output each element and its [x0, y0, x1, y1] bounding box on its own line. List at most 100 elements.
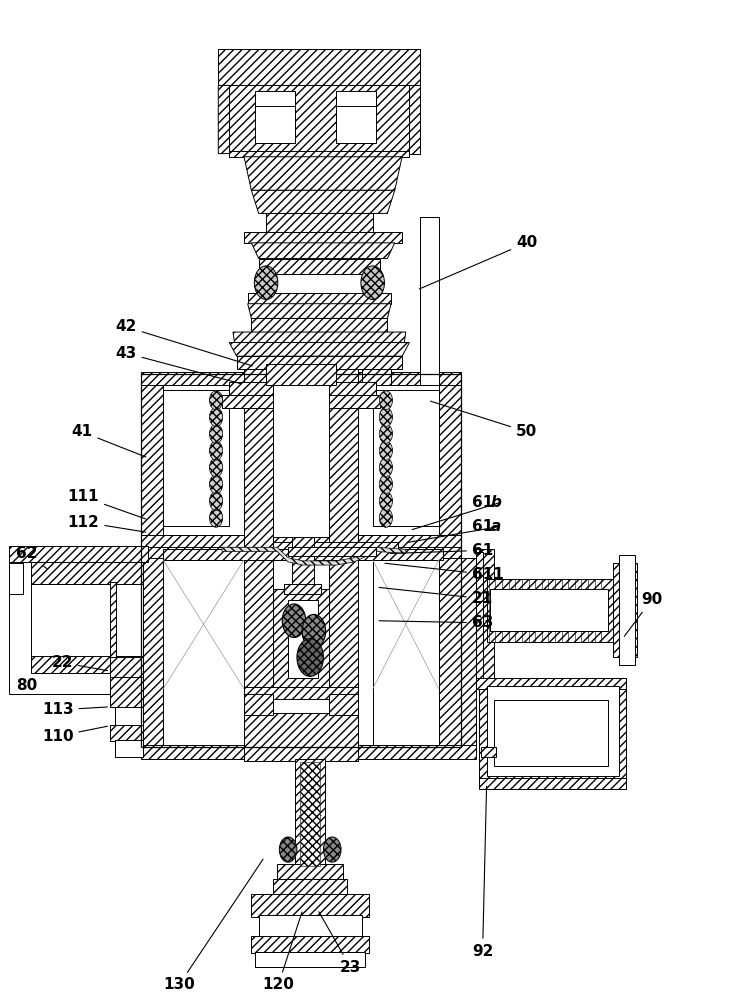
Circle shape — [210, 458, 223, 477]
Polygon shape — [163, 549, 443, 560]
Text: 50: 50 — [430, 401, 537, 439]
Bar — [490, 589, 608, 631]
Text: 90: 90 — [624, 592, 662, 636]
Polygon shape — [402, 85, 421, 154]
Text: 61: 61 — [472, 519, 493, 534]
Circle shape — [210, 492, 223, 510]
Bar — [141, 745, 475, 759]
Polygon shape — [252, 190, 395, 213]
Text: 22: 22 — [52, 655, 108, 671]
Circle shape — [361, 266, 384, 300]
Text: b: b — [490, 495, 501, 510]
Bar — [479, 678, 627, 783]
Text: 113: 113 — [42, 702, 108, 717]
Bar — [110, 677, 143, 707]
Polygon shape — [222, 547, 406, 565]
Circle shape — [255, 266, 277, 300]
Bar — [475, 552, 483, 678]
Polygon shape — [230, 343, 410, 356]
Bar — [266, 364, 336, 385]
Circle shape — [379, 475, 393, 494]
Text: 63: 63 — [379, 615, 493, 630]
Text: 21: 21 — [379, 587, 493, 606]
Bar — [439, 558, 475, 747]
Text: 40: 40 — [419, 235, 537, 289]
Text: 43: 43 — [115, 346, 241, 384]
Circle shape — [379, 492, 393, 510]
Bar — [252, 894, 369, 917]
Bar — [237, 356, 402, 369]
Bar — [373, 390, 439, 526]
Circle shape — [379, 391, 393, 410]
Bar — [230, 151, 410, 157]
Bar — [230, 85, 410, 154]
Bar — [9, 558, 141, 694]
Bar — [141, 372, 461, 385]
Text: 112: 112 — [68, 515, 145, 532]
Circle shape — [323, 837, 341, 862]
Bar — [110, 582, 116, 657]
Bar — [277, 864, 343, 880]
Bar — [110, 657, 143, 678]
Polygon shape — [218, 49, 421, 85]
Bar — [295, 759, 325, 867]
Circle shape — [282, 604, 306, 638]
Text: 80: 80 — [16, 673, 44, 693]
Bar — [110, 725, 143, 741]
Bar — [362, 369, 391, 385]
Text: 611: 611 — [385, 563, 503, 582]
Circle shape — [210, 408, 223, 427]
Bar — [255, 952, 365, 967]
Bar — [475, 678, 627, 689]
Bar — [328, 560, 358, 689]
Bar — [259, 915, 362, 938]
Text: 92: 92 — [472, 786, 493, 959]
Bar — [373, 560, 439, 745]
Bar — [252, 318, 387, 332]
Bar — [328, 694, 358, 715]
Text: a: a — [490, 519, 500, 534]
Circle shape — [210, 475, 223, 494]
Circle shape — [379, 508, 393, 527]
Bar — [421, 217, 439, 385]
Bar — [248, 293, 391, 304]
Bar — [244, 560, 273, 689]
Bar — [336, 91, 376, 143]
Circle shape — [379, 424, 393, 443]
Bar — [141, 558, 163, 747]
Bar — [115, 740, 143, 757]
Bar — [31, 656, 142, 673]
Polygon shape — [252, 243, 395, 259]
Text: 62: 62 — [16, 546, 47, 569]
Bar — [300, 762, 320, 866]
Bar — [266, 213, 373, 232]
Text: 110: 110 — [42, 726, 108, 744]
Bar — [292, 537, 314, 589]
Bar — [230, 382, 376, 395]
Bar — [244, 694, 273, 715]
Text: 41: 41 — [72, 424, 146, 457]
Bar — [273, 879, 347, 896]
Polygon shape — [273, 542, 399, 549]
Bar — [9, 546, 148, 562]
Bar — [255, 91, 295, 143]
Polygon shape — [244, 232, 402, 243]
Circle shape — [297, 639, 323, 676]
Bar — [141, 547, 461, 560]
Polygon shape — [273, 589, 328, 689]
Bar — [328, 369, 358, 547]
Polygon shape — [244, 157, 402, 190]
Bar — [479, 778, 627, 789]
Bar — [284, 584, 321, 594]
Circle shape — [210, 391, 223, 410]
Bar — [163, 560, 244, 745]
Bar — [273, 374, 328, 537]
Circle shape — [210, 424, 223, 443]
Text: 23: 23 — [319, 912, 361, 975]
Bar — [115, 707, 143, 726]
Bar — [244, 369, 273, 547]
Bar — [486, 686, 619, 776]
Bar — [486, 579, 615, 642]
Bar — [475, 549, 494, 689]
Bar — [244, 687, 358, 699]
